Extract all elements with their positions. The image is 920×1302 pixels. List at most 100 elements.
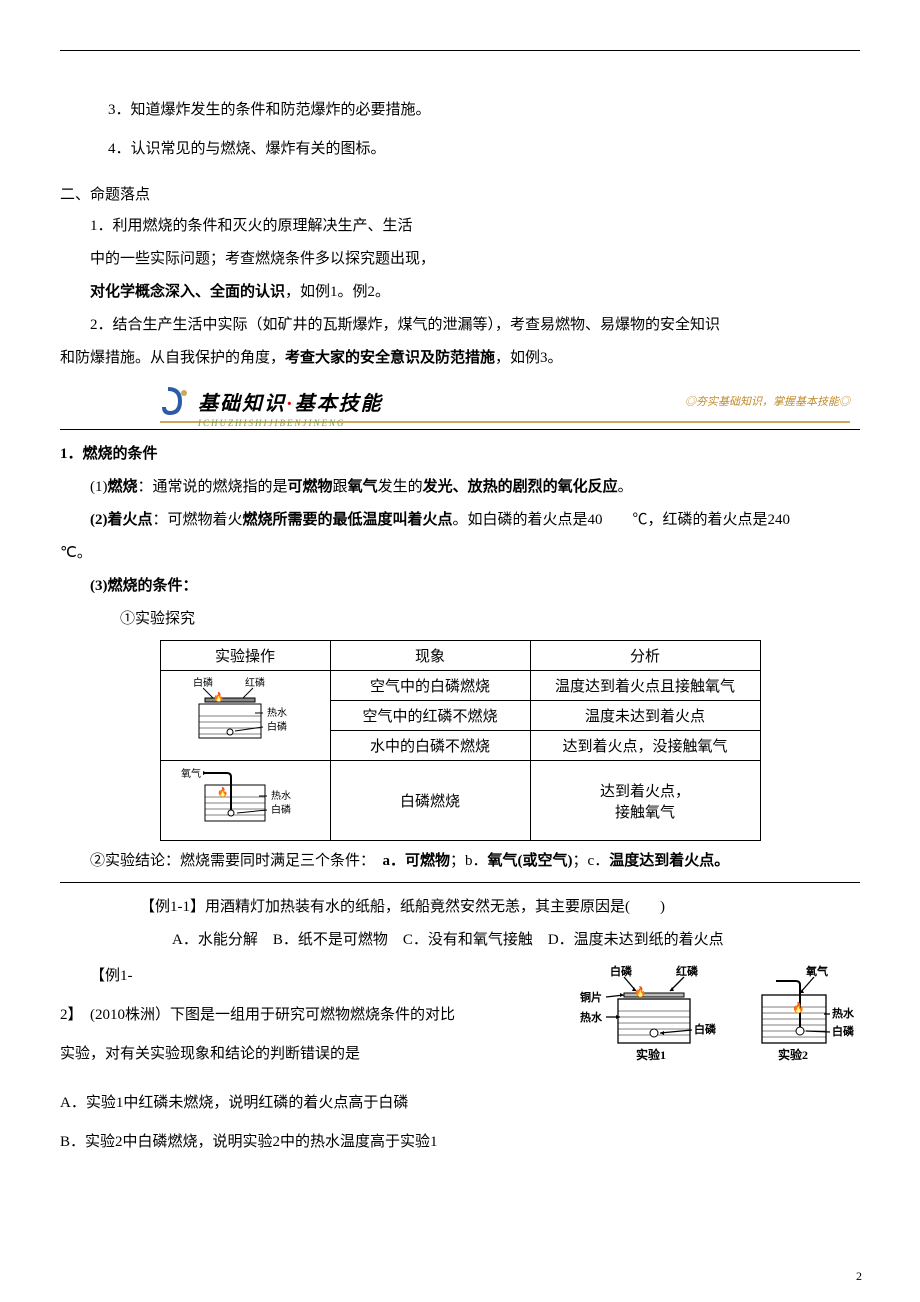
topic1-title: 1．燃烧的条件 bbox=[60, 438, 860, 471]
conclusion-line: ②实验结论：燃烧需要同时满足三个条件： a．可燃物；b．氧气(或空气)；c．温度… bbox=[60, 845, 860, 878]
table-row: 白磷 红磷 🔥 热水 白磷 bbox=[160, 671, 760, 701]
ex1-1-opts: A．水能分解 B．纸不是可燃物 C．没有和氧气接触 D．温度未达到纸的着火点 bbox=[60, 924, 860, 957]
svg-text:实验2: 实验2 bbox=[778, 1047, 808, 1062]
table-header-row: 实验操作 现象 分析 bbox=[160, 641, 760, 671]
r2-b2: 燃烧所需要的最低温度叫着火点 bbox=[243, 512, 453, 528]
s2-p2b-bold: 考查大家的安全意识及防范措施 bbox=[285, 350, 495, 366]
th-ana: 分析 bbox=[530, 641, 760, 671]
table-row: 氧气 🔥 热水 白磷 bbox=[160, 761, 760, 841]
svg-text:红磷: 红磷 bbox=[676, 964, 699, 978]
conc-a: a．可燃物 bbox=[383, 853, 451, 869]
r1-mid3: 发生的 bbox=[378, 479, 423, 495]
r1-pre: (1) bbox=[90, 479, 108, 495]
svg-text:白磷: 白磷 bbox=[832, 1024, 855, 1038]
r2-pre: (2) bbox=[90, 512, 108, 528]
th-phen: 现象 bbox=[330, 641, 530, 671]
ex1-2-optA: A．实验1中红磷未燃烧，说明红磷的着火点高于白磷 bbox=[60, 1084, 860, 1123]
svg-text:🔥: 🔥 bbox=[634, 985, 646, 998]
s2-p1b: 中的一些实际问题；考查燃烧条件多以探究题出现， bbox=[60, 243, 860, 276]
s2-p1c-rest: ，如例1。例2。 bbox=[285, 284, 390, 300]
r1-b4: 发光、放热的剧烈的氧化反应 bbox=[423, 479, 618, 495]
phen-3: 水中的白磷不燃烧 bbox=[330, 731, 530, 761]
s2-p2a: 2．结合生产生活中实际（如矿井的瓦斯爆炸，煤气的泄漏等），考查易燃物、易爆物的安… bbox=[60, 309, 860, 342]
ana4-l2: 接触氧气 bbox=[615, 805, 675, 821]
topic1-r2: (2)着火点：可燃物着火燃烧所需要的最低温度叫着火点。如白磷的着火点是40 ℃，… bbox=[60, 504, 860, 537]
ana-2: 温度未达到着火点 bbox=[530, 701, 760, 731]
r1-end: 。 bbox=[618, 479, 633, 495]
conc-b: 氧气(或空气) bbox=[488, 853, 573, 869]
phen-2: 空气中的红磷不燃烧 bbox=[330, 701, 530, 731]
ex1-2-optB: B．实验2中白磷燃烧，说明实验2中的热水温度高于实验1 bbox=[60, 1123, 860, 1162]
th-op: 实验操作 bbox=[160, 641, 330, 671]
beaker-diagram-2-icon: 氧气 🔥 热水 白磷 bbox=[175, 765, 315, 836]
s2-p2b: 和防爆措施。从自我保护的角度，考查大家的安全意识及防范措施，如例3。 bbox=[60, 342, 860, 375]
svg-text:白磷: 白磷 bbox=[694, 1022, 717, 1036]
svg-text:热水: 热水 bbox=[267, 706, 287, 719]
banner-dot: · bbox=[286, 393, 295, 415]
phen-1: 空气中的白磷燃烧 bbox=[330, 671, 530, 701]
topic1-r3-sub: ①实验探究 bbox=[60, 603, 860, 636]
svg-text:白磷: 白磷 bbox=[267, 720, 287, 733]
r1-mid2: 跟 bbox=[333, 479, 348, 495]
topic1-r2-line2: ℃。 bbox=[60, 537, 860, 570]
svg-text:🔥: 🔥 bbox=[217, 786, 228, 797]
know-point-3: 3．知道爆炸发生的条件和防范爆炸的必要措施。 bbox=[60, 91, 860, 130]
r1-b2: 可燃物 bbox=[288, 479, 333, 495]
topic1-r1: (1)燃烧：通常说的燃烧指的是可燃物跟氧气发生的发光、放热的剧烈的氧化反应。 bbox=[60, 471, 860, 504]
svg-text:氧气: 氧气 bbox=[805, 964, 828, 978]
svg-text:热水: 热水 bbox=[580, 1010, 603, 1024]
r1-b3: 氧气 bbox=[348, 479, 378, 495]
section-2-title: 二、命题落点 bbox=[60, 183, 860, 204]
svg-text:🔥: 🔥 bbox=[213, 691, 224, 702]
conc-c: 温度达到着火点。 bbox=[609, 853, 729, 869]
section-banner: 基础知识·基本技能 ICHUZHISHIJIBENJINENG ◎夯实基础知识，… bbox=[160, 385, 860, 417]
r1-mid: ：通常说的燃烧指的是 bbox=[138, 479, 288, 495]
lbl-honglin: 红磷 bbox=[245, 676, 265, 689]
s2-p1c-bold: 对化学概念深入、全面的认识 bbox=[90, 284, 285, 300]
s2-p2b-pre: 和防爆措施。从自我保护的角度， bbox=[60, 350, 285, 366]
ex1-2-block: 白磷 红磷 铜片 🔥 热水 白磷 实验1 bbox=[60, 957, 860, 1162]
ana4-l1: 达到着火点， bbox=[600, 784, 690, 800]
svg-text:铜片: 铜片 bbox=[580, 990, 602, 1004]
svg-text:实验1: 实验1 bbox=[636, 1047, 666, 1062]
conc-m2: ；c． bbox=[573, 853, 610, 869]
experiment-table: 实验操作 现象 分析 白磷 红磷 bbox=[160, 640, 761, 841]
ana-4: 达到着火点， 接触氧气 bbox=[530, 761, 760, 841]
r2-b1: 着火点 bbox=[108, 512, 153, 528]
beaker-diagram-1-icon: 白磷 红磷 🔥 热水 白磷 bbox=[175, 676, 315, 755]
lbl-bailin: 白磷 bbox=[193, 676, 213, 689]
r2-mid: ：可燃物着火 bbox=[153, 512, 243, 528]
banner-main: 基础知识·基本技能 ICHUZHISHIJIBENJINENG bbox=[160, 385, 383, 417]
j-logo-icon bbox=[160, 385, 192, 417]
diagram-cell-2: 氧气 🔥 热水 白磷 bbox=[160, 761, 330, 841]
s2-p1c: 对化学概念深入、全面的认识，如例1。例2。 bbox=[60, 276, 860, 309]
phen-4: 白磷燃烧 bbox=[330, 761, 530, 841]
banner-text: 基础知识·基本技能 ICHUZHISHIJIBENJINENG bbox=[198, 387, 383, 416]
conc-m1: ；b． bbox=[450, 853, 488, 869]
ana-3: 达到着火点，没接触氧气 bbox=[530, 731, 760, 761]
ex1-2-figure-icon: 白磷 红磷 铜片 🔥 热水 白磷 实验1 bbox=[580, 963, 860, 1078]
svg-text:氧气: 氧气 bbox=[181, 767, 201, 780]
ex1-1-title: 【例1-1】用酒精灯加热装有水的纸船，纸船竟然安然无恙，其主要原因是( ) bbox=[60, 891, 860, 924]
knowledge-box: 1．燃烧的条件 (1)燃烧：通常说的燃烧指的是可燃物跟氧气发生的发光、放热的剧烈… bbox=[60, 429, 860, 883]
svg-text:热水: 热水 bbox=[832, 1006, 855, 1020]
r1-b1: 燃烧 bbox=[108, 479, 138, 495]
ana-1: 温度达到着火点且接触氧气 bbox=[530, 671, 760, 701]
banner-pinyin: ICHUZHISHIJIBENJINENG bbox=[198, 418, 345, 428]
svg-text:热水: 热水 bbox=[271, 789, 291, 802]
r3-b: 燃烧的条件： bbox=[108, 578, 198, 594]
conc-pre: ②实验结论：燃烧需要同时满足三个条件： bbox=[90, 853, 383, 869]
topic1-r3: (3)燃烧的条件： bbox=[60, 570, 860, 603]
svg-text:🔥: 🔥 bbox=[792, 1001, 804, 1014]
r3-pre: (3) bbox=[90, 578, 108, 594]
know-point-4: 4．认识常见的与燃烧、爆炸有关的图标。 bbox=[60, 130, 860, 169]
banner-right: ◎夯实基础知识，掌握基本技能◎ bbox=[685, 393, 860, 409]
s2-p2b-rest: ，如例3。 bbox=[495, 350, 563, 366]
r2-rest: 。如白磷的着火点是40 ℃，红磷的着火点是240 bbox=[453, 512, 791, 528]
top-rule bbox=[60, 50, 860, 51]
svg-text:白磷: 白磷 bbox=[271, 803, 291, 816]
banner-main-text: 基础知识 bbox=[198, 393, 286, 415]
svg-text:白磷: 白磷 bbox=[610, 964, 633, 978]
banner-sub-text: 基本技能 bbox=[295, 393, 383, 415]
s2-p1a: 1．利用燃烧的条件和灭火的原理解决生产、生活 bbox=[60, 210, 860, 243]
